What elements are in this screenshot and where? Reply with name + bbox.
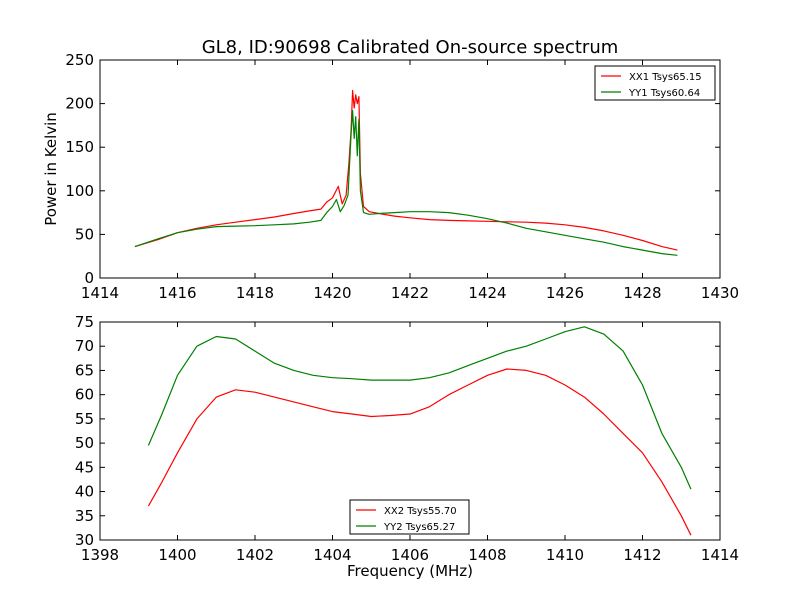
chart-title: GL8, ID:90698 Calibrated On-source spect… bbox=[202, 37, 619, 58]
x-tick-label: 1428 bbox=[623, 284, 661, 302]
series-line-xx2 bbox=[147, 368, 692, 536]
y-tick-label: 150 bbox=[65, 138, 94, 156]
y-tick-label: 100 bbox=[65, 182, 94, 200]
y-tick-label: 65 bbox=[75, 361, 94, 379]
legend-entry-label: XX2 Tsys55.70 bbox=[384, 506, 457, 517]
x-tick-label: 1404 bbox=[313, 546, 351, 564]
y-axis-label: Power in Kelvin bbox=[42, 112, 60, 226]
y-tick-label: 200 bbox=[65, 95, 94, 113]
y-tick-label: 55 bbox=[75, 410, 94, 428]
x-tick-label: 1420 bbox=[313, 284, 351, 302]
x-tick-label: 1424 bbox=[468, 284, 506, 302]
x-tick-label: 1406 bbox=[391, 546, 429, 564]
series-line-yy1 bbox=[134, 109, 678, 256]
x-tick-label: 1408 bbox=[468, 546, 506, 564]
x-tick-label: 1402 bbox=[236, 546, 274, 564]
y-tick-label: 30 bbox=[75, 531, 94, 549]
x-tick-label: 1412 bbox=[623, 546, 661, 564]
x-tick-label: 1418 bbox=[236, 284, 274, 302]
legend-entry-label: YY1 Tsys60.64 bbox=[628, 88, 700, 99]
y-tick-label: 40 bbox=[75, 483, 94, 501]
y-tick-label: 50 bbox=[75, 225, 94, 243]
x-tick-label: 1410 bbox=[546, 546, 584, 564]
legend-box bbox=[349, 499, 470, 535]
y-tick-label: 250 bbox=[65, 51, 94, 69]
x-tick-label: 1414 bbox=[81, 284, 119, 302]
y-tick-label: 50 bbox=[75, 434, 94, 452]
y-tick-label: 60 bbox=[75, 386, 94, 404]
top-panel: 1414 1416 1418 1420 1422 1424 1426 1428 1430 0 50 1… bbox=[65, 51, 739, 302]
legend-box bbox=[594, 65, 716, 101]
y-tick-label: 35 bbox=[75, 507, 94, 525]
legend-entry-label: YY2 Tsys65.27 bbox=[383, 522, 455, 533]
y-tick-label: 70 bbox=[75, 337, 94, 355]
y-tick-label: 75 bbox=[75, 313, 94, 331]
y-tick-label: 45 bbox=[75, 458, 94, 476]
x-tick-label: 1416 bbox=[158, 284, 196, 302]
x-tick-label: 1426 bbox=[546, 284, 584, 302]
x-axis-label: Frequency (MHz) bbox=[347, 562, 473, 580]
y-tick-label: 0 bbox=[84, 269, 94, 287]
x-tick-label: 1414 bbox=[701, 546, 739, 564]
x-tick-label: 1430 bbox=[701, 284, 739, 302]
series-line-xx1 bbox=[134, 89, 678, 251]
series-line-yy2 bbox=[147, 326, 692, 490]
x-tick-label: 1422 bbox=[391, 284, 429, 302]
legend-entry-label: XX1 Tsys65.15 bbox=[629, 72, 702, 83]
bottom-panel: 1398 1400 1402 1404 1406 1408 1410 1412 1414 30 35… bbox=[75, 313, 739, 564]
x-tick-label: 1398 bbox=[81, 546, 119, 564]
x-tick-label: 1400 bbox=[158, 546, 196, 564]
